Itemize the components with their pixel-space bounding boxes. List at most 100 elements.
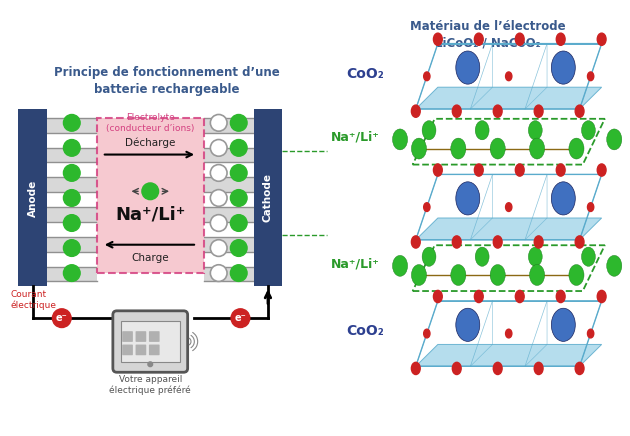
Circle shape: [210, 140, 227, 156]
Circle shape: [423, 329, 430, 338]
Circle shape: [411, 236, 420, 248]
Circle shape: [451, 138, 466, 159]
Text: Na⁺/Li⁺: Na⁺/Li⁺: [331, 257, 380, 270]
Circle shape: [411, 105, 420, 117]
Bar: [203, 118, 254, 133]
Circle shape: [148, 362, 152, 367]
Text: Anode: Anode: [28, 179, 38, 217]
Circle shape: [575, 105, 584, 117]
Circle shape: [210, 190, 227, 206]
Bar: [47, 118, 97, 133]
Circle shape: [597, 290, 606, 303]
Bar: [254, 109, 282, 286]
Circle shape: [422, 121, 436, 140]
Circle shape: [231, 164, 247, 181]
Text: Na⁺/Li⁺: Na⁺/Li⁺: [115, 206, 185, 224]
Circle shape: [529, 121, 542, 140]
Circle shape: [569, 265, 584, 286]
Circle shape: [506, 203, 512, 211]
Circle shape: [515, 290, 524, 303]
Circle shape: [422, 247, 436, 266]
FancyBboxPatch shape: [121, 321, 180, 362]
Text: e⁻: e⁻: [56, 313, 67, 323]
Text: CoO₂: CoO₂: [346, 67, 384, 81]
Circle shape: [231, 140, 247, 156]
Circle shape: [490, 138, 505, 159]
Circle shape: [581, 247, 595, 266]
Circle shape: [231, 309, 249, 327]
FancyBboxPatch shape: [97, 118, 203, 273]
Circle shape: [534, 105, 543, 117]
Circle shape: [452, 105, 461, 117]
Circle shape: [392, 255, 408, 276]
Circle shape: [392, 129, 408, 150]
Circle shape: [556, 33, 565, 45]
Circle shape: [506, 72, 512, 81]
Circle shape: [506, 329, 512, 338]
Circle shape: [581, 121, 595, 140]
Polygon shape: [416, 87, 602, 109]
FancyBboxPatch shape: [135, 344, 146, 355]
Circle shape: [411, 265, 427, 286]
Circle shape: [423, 203, 430, 211]
Text: Décharge: Décharge: [125, 137, 175, 148]
Circle shape: [452, 362, 461, 375]
Circle shape: [64, 164, 80, 181]
Circle shape: [433, 33, 442, 45]
Circle shape: [451, 265, 466, 286]
Circle shape: [142, 183, 159, 200]
Circle shape: [587, 72, 593, 81]
Circle shape: [411, 362, 420, 375]
Circle shape: [455, 308, 480, 341]
FancyBboxPatch shape: [149, 331, 159, 342]
Circle shape: [455, 51, 480, 84]
Circle shape: [64, 115, 80, 131]
Circle shape: [551, 182, 575, 215]
Text: e⁻: e⁻: [234, 313, 246, 323]
Circle shape: [64, 215, 80, 232]
Bar: [203, 207, 254, 222]
Polygon shape: [416, 218, 602, 240]
Circle shape: [231, 190, 247, 206]
Circle shape: [474, 164, 483, 176]
Circle shape: [64, 265, 80, 282]
Circle shape: [587, 203, 593, 211]
Circle shape: [587, 329, 593, 338]
Circle shape: [607, 255, 622, 276]
FancyBboxPatch shape: [122, 344, 133, 355]
Bar: [203, 177, 254, 192]
Polygon shape: [416, 344, 602, 366]
Circle shape: [597, 33, 606, 45]
Circle shape: [210, 240, 227, 256]
Text: Matériau de l’électrode
LiCoO₂ / NaCoO₂: Matériau de l’électrode LiCoO₂ / NaCoO₂: [410, 20, 566, 50]
Circle shape: [529, 247, 542, 266]
Circle shape: [575, 362, 584, 375]
Bar: [47, 177, 97, 192]
Circle shape: [475, 247, 489, 266]
Text: Na⁺/Li⁺: Na⁺/Li⁺: [331, 131, 380, 144]
Circle shape: [530, 138, 544, 159]
FancyBboxPatch shape: [135, 331, 146, 342]
Bar: [18, 109, 47, 286]
Circle shape: [210, 215, 227, 232]
Circle shape: [64, 190, 80, 206]
FancyBboxPatch shape: [149, 344, 159, 355]
Text: Cathode: Cathode: [263, 174, 273, 222]
Text: Courant
électrique: Courant électrique: [10, 290, 56, 310]
Circle shape: [231, 215, 247, 232]
Text: Charge: Charge: [132, 253, 169, 263]
Circle shape: [607, 129, 622, 150]
Circle shape: [231, 240, 247, 256]
Circle shape: [569, 138, 584, 159]
Circle shape: [493, 362, 502, 375]
Circle shape: [210, 115, 227, 131]
Circle shape: [474, 33, 483, 45]
Circle shape: [493, 105, 502, 117]
Bar: [47, 207, 97, 222]
Circle shape: [551, 308, 575, 341]
Circle shape: [455, 182, 480, 215]
Circle shape: [556, 290, 565, 303]
Bar: [203, 237, 254, 252]
Circle shape: [490, 265, 505, 286]
Circle shape: [452, 236, 461, 248]
